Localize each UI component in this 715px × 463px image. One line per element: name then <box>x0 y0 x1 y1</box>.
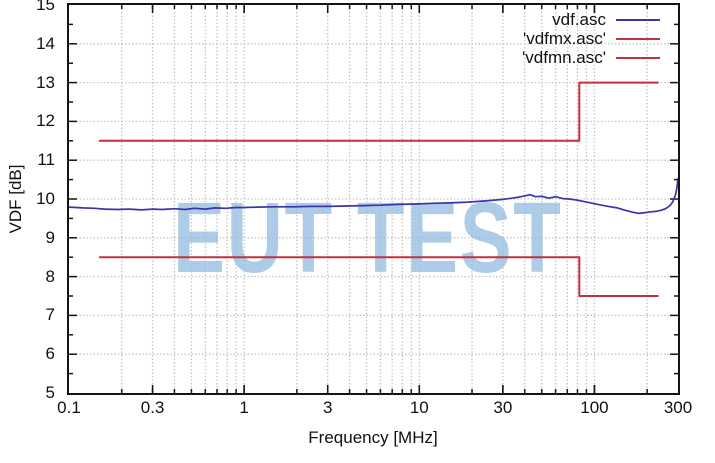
legend-label-vdf: vdf.asc <box>552 9 606 29</box>
legend: vdf.asc 'vdfmx.asc' 'vdfmn.asc' <box>522 10 660 67</box>
y-tick-label: 5 <box>45 383 55 402</box>
series-line-1 <box>98 81 659 142</box>
y-tick-label: 7 <box>45 305 55 325</box>
legend-row-vdfmn: 'vdfmn.asc' <box>522 48 660 67</box>
series-line-0 <box>69 177 678 215</box>
legend-label-vdfmn: 'vdfmn.asc' <box>522 47 606 67</box>
x-tick-label: 10 <box>409 398 429 417</box>
y-tick-label: 13 <box>36 72 55 92</box>
x-tick-label: 100 <box>580 398 609 417</box>
x-tick-label: 1 <box>239 398 249 417</box>
tick-marks <box>69 5 678 393</box>
legend-line-sample-red-max <box>616 37 660 40</box>
y-tick-label: 12 <box>36 111 55 131</box>
series-lines <box>69 81 678 297</box>
x-tick-label: 3 <box>322 398 333 417</box>
y-tick-label: 6 <box>45 344 55 364</box>
y-tick-label: 9 <box>45 227 55 247</box>
legend-label-vdfmx: 'vdfmx.asc' <box>522 28 606 48</box>
x-tick-label: 300 <box>663 398 693 417</box>
gridlines <box>69 5 678 393</box>
legend-line-sample-red-min <box>616 56 660 59</box>
x-tick-label: 0.3 <box>140 398 165 417</box>
watermark-text: EUT TEST <box>173 183 562 295</box>
x-axis-title: Frequency [MHz] <box>308 428 438 447</box>
plot-border <box>67 3 680 395</box>
plot-area: EUT TEST <box>69 5 678 393</box>
y-tick-label: 15 <box>36 0 55 14</box>
y-tick-label: 8 <box>45 266 55 286</box>
legend-row-vdfmx: 'vdfmx.asc' <box>522 29 660 48</box>
legend-row-vdf: vdf.asc <box>522 10 660 29</box>
y-tick-label: 11 <box>37 150 55 170</box>
x-tick-label: 30 <box>493 398 513 417</box>
y-tick-label: 14 <box>36 33 55 53</box>
legend-line-sample-blue <box>616 18 660 21</box>
series-line-2 <box>98 256 659 297</box>
y-tick-label: 10 <box>36 189 55 208</box>
x-tick-label: 0.1 <box>57 398 81 417</box>
